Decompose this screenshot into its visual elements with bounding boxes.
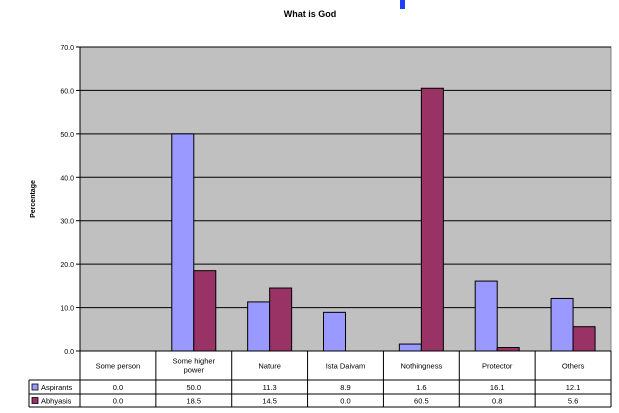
- y-tick-label: 30.0: [60, 219, 74, 226]
- bar-abhyasis-2: [269, 287, 293, 352]
- plot-area: [79, 46, 612, 352]
- data-label-abhyasis: 0.8: [492, 397, 502, 406]
- data-label-abhyasis: 14.5: [262, 397, 277, 406]
- legend-swatch-aspirants: [31, 383, 39, 391]
- bar-abhyasis-4: [420, 87, 444, 352]
- legend-swatch-abhyasis: [31, 397, 39, 404]
- x-category-label: Ista Daivam: [326, 362, 366, 371]
- data-label-aspirants: 12.1: [566, 383, 581, 392]
- x-category-label: Nature: [258, 362, 281, 371]
- data-label-abhyasis: 0.0: [340, 397, 350, 406]
- x-category-label-line: power: [184, 366, 205, 375]
- bar-abhyasis-1: [193, 270, 217, 352]
- bar-aspirants-3: [323, 311, 346, 352]
- data-label-aspirants: 0.0: [113, 383, 123, 392]
- bar-aspirants-6: [550, 297, 574, 352]
- y-tick-label: 40.0: [60, 175, 74, 182]
- bar-aspirants-4: [398, 343, 422, 352]
- y-tick-label: 20.0: [60, 262, 74, 269]
- x-category-label: Some higher power: [173, 357, 216, 375]
- bar-aspirants-5: [474, 280, 498, 352]
- bar-aspirants-1: [171, 133, 195, 352]
- x-category-label-line: Some higher: [173, 357, 216, 366]
- legend-label-aspirants: Aspirants: [41, 383, 73, 392]
- data-label-aspirants: 8.9: [340, 383, 350, 392]
- decorative-mark: [400, 0, 405, 9]
- x-category-label: Protector: [482, 362, 513, 371]
- data-label-aspirants: 11.3: [263, 383, 277, 392]
- bar-abhyasis-5: [496, 347, 520, 352]
- data-label-aspirants: 16.1: [490, 383, 505, 392]
- y-tick-label: 70.0: [60, 45, 74, 52]
- x-category-label: Some person: [96, 362, 141, 371]
- bar-abhyasis-6: [572, 326, 596, 352]
- data-label-abhyasis: 18.5: [186, 397, 201, 406]
- bar-aspirants-2: [247, 301, 271, 352]
- chart-title: What is God: [284, 9, 337, 19]
- legend-label-abhyasis: Abhyasis: [41, 397, 72, 406]
- y-tick-label: 0.0: [64, 349, 74, 356]
- y-tick-label: 50.0: [60, 132, 74, 139]
- x-category-label: Nothingness: [401, 362, 443, 371]
- data-label-aspirants: 50.0: [186, 383, 201, 392]
- data-label-abhyasis: 60.5: [414, 397, 429, 406]
- y-axis-label: Percentage: [30, 180, 37, 218]
- x-category-label: Others: [562, 362, 585, 371]
- y-tick-label: 10.0: [60, 306, 74, 313]
- y-tick-label: 60.0: [60, 88, 74, 95]
- data-label-abhyasis: 0.0: [113, 397, 123, 406]
- data-label-aspirants: 1.6: [416, 383, 426, 392]
- data-label-abhyasis: 5.6: [568, 397, 578, 406]
